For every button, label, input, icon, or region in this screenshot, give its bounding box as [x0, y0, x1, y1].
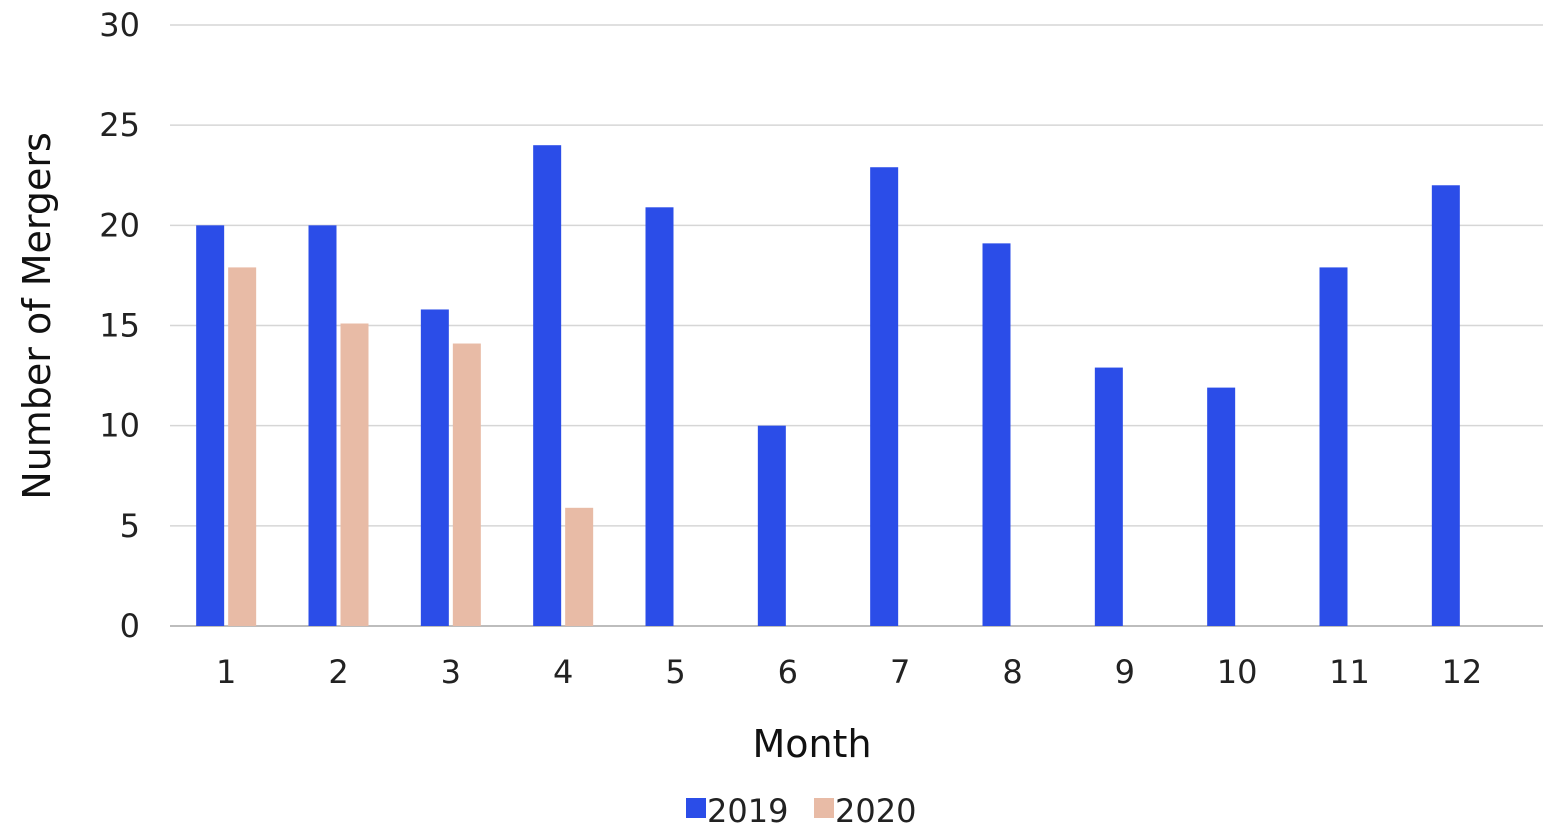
bar-2019-month-9 — [1094, 367, 1123, 626]
x-tick-label: 1 — [216, 653, 236, 691]
bar-2019-month-8 — [982, 243, 1011, 626]
y-tick-label: 15 — [99, 307, 140, 345]
x-tick-label: 7 — [890, 653, 910, 691]
legend-swatch-2020 — [814, 798, 834, 818]
bar-2019-month-12 — [1431, 185, 1460, 626]
x-tick-label: 9 — [1115, 653, 1135, 691]
y-axis-ticks: 0 5 10 15 20 25 30 — [99, 6, 140, 645]
x-tick-label: 11 — [1329, 653, 1370, 691]
x-axis-title: Month — [752, 722, 871, 766]
gridlines — [170, 24, 1543, 627]
x-tick-label: 10 — [1217, 653, 1258, 691]
bars — [196, 145, 1460, 627]
bar-2020-month-3 — [452, 343, 481, 626]
bar-2019-month-11 — [1319, 267, 1348, 626]
bar-2019-month-7 — [870, 167, 899, 626]
x-tick-label: 8 — [1002, 653, 1022, 691]
x-tick-label: 2 — [328, 653, 348, 691]
bar-2019-month-5 — [645, 207, 674, 626]
y-tick-label: 5 — [120, 507, 140, 545]
x-axis-ticks: 1 2 3 4 5 6 7 8 9 10 11 12 — [216, 653, 1482, 691]
bar-2020-month-4 — [565, 507, 594, 626]
legend: 2019 2020 — [686, 792, 916, 830]
y-tick-label: 25 — [99, 106, 140, 144]
x-tick-label: 12 — [1441, 653, 1482, 691]
bar-2019-month-4 — [533, 145, 562, 626]
bar-2020-month-1 — [228, 267, 257, 626]
bar-2019-month-2 — [308, 225, 337, 627]
x-tick-label: 3 — [441, 653, 461, 691]
legend-label-2019: 2019 — [707, 792, 788, 830]
bar-2019-month-6 — [757, 425, 786, 626]
y-tick-label: 10 — [99, 407, 140, 445]
legend-swatch-2019 — [686, 798, 706, 818]
y-tick-label: 20 — [99, 206, 140, 244]
bar-2019-month-3 — [420, 309, 449, 626]
x-tick-label: 6 — [778, 653, 798, 691]
bar-2019-month-10 — [1207, 387, 1236, 626]
bar-2019-month-1 — [196, 225, 225, 627]
x-tick-label: 5 — [665, 653, 685, 691]
x-tick-label: 4 — [553, 653, 573, 691]
y-axis-title: Number of Mergers — [15, 132, 59, 499]
bar-2020-month-2 — [340, 323, 369, 626]
legend-label-2020: 2020 — [835, 792, 916, 830]
y-tick-label: 30 — [99, 6, 140, 44]
y-tick-label: 0 — [120, 607, 140, 645]
